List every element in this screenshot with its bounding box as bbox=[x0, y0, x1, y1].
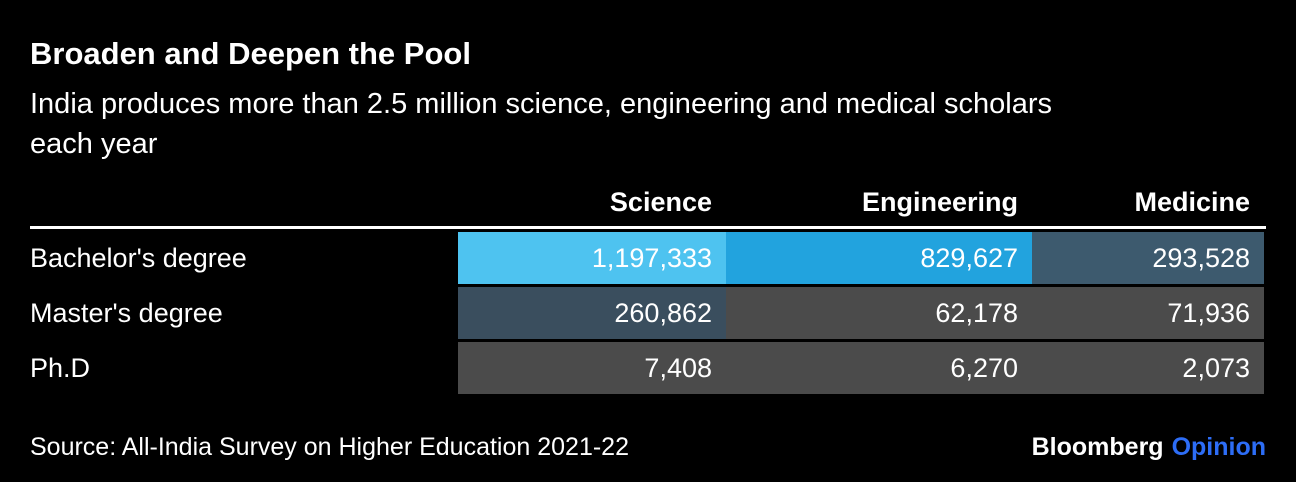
table-cell-bachelors-medicine: 293,528 bbox=[1032, 232, 1264, 284]
table-cell-bachelors-engineering: 829,627 bbox=[726, 232, 1032, 284]
brand-opinion: Opinion bbox=[1171, 433, 1266, 461]
table-cell-phd-engineering: 6,270 bbox=[726, 342, 1032, 394]
row-label: Master's degree bbox=[30, 297, 223, 328]
table-cell-phd-science: 7,408 bbox=[458, 342, 726, 394]
table-cell-masters-science: 260,862 bbox=[458, 287, 726, 339]
table-cell-masters-medicine: 71,936 bbox=[1032, 287, 1264, 339]
chart-footer: Source: All-India Survey on Higher Educa… bbox=[30, 433, 1266, 462]
table-row-phd: Ph.D 7,408 6,270 2,073 bbox=[30, 342, 1266, 394]
brand-logo: Bloomberg Opinion bbox=[1032, 433, 1266, 462]
header-spacer bbox=[30, 184, 458, 220]
source-note: Source: All-India Survey on Higher Educa… bbox=[30, 433, 629, 461]
chart-title: Broaden and Deepen the Pool bbox=[30, 36, 471, 71]
table-cell-bachelors-science: 1,197,333 bbox=[458, 232, 726, 284]
table-header-row: Science Engineering Medicine bbox=[30, 184, 1266, 220]
header-divider bbox=[30, 226, 1266, 229]
row-label: Bachelor's degree bbox=[30, 242, 247, 273]
row-label: Ph.D bbox=[30, 352, 91, 383]
column-header-engineering: Engineering bbox=[861, 186, 1018, 217]
column-header-science: Science bbox=[609, 186, 712, 217]
brand-bloomberg: Bloomberg bbox=[1031, 433, 1164, 461]
heatmap-table: Science Engineering Medicine Bachelor's … bbox=[30, 184, 1266, 394]
column-header-medicine: Medicine bbox=[1134, 186, 1250, 217]
table-row-bachelors: Bachelor's degree 1,197,333 829,627 293,… bbox=[30, 232, 1266, 284]
chart-subtitle: India produces more than 2.5 million sci… bbox=[30, 88, 1053, 160]
table-cell-masters-engineering: 62,178 bbox=[726, 287, 1032, 339]
table-cell-phd-medicine: 2,073 bbox=[1032, 342, 1264, 394]
table-row-masters: Master's degree 260,862 62,178 71,936 bbox=[30, 287, 1266, 339]
